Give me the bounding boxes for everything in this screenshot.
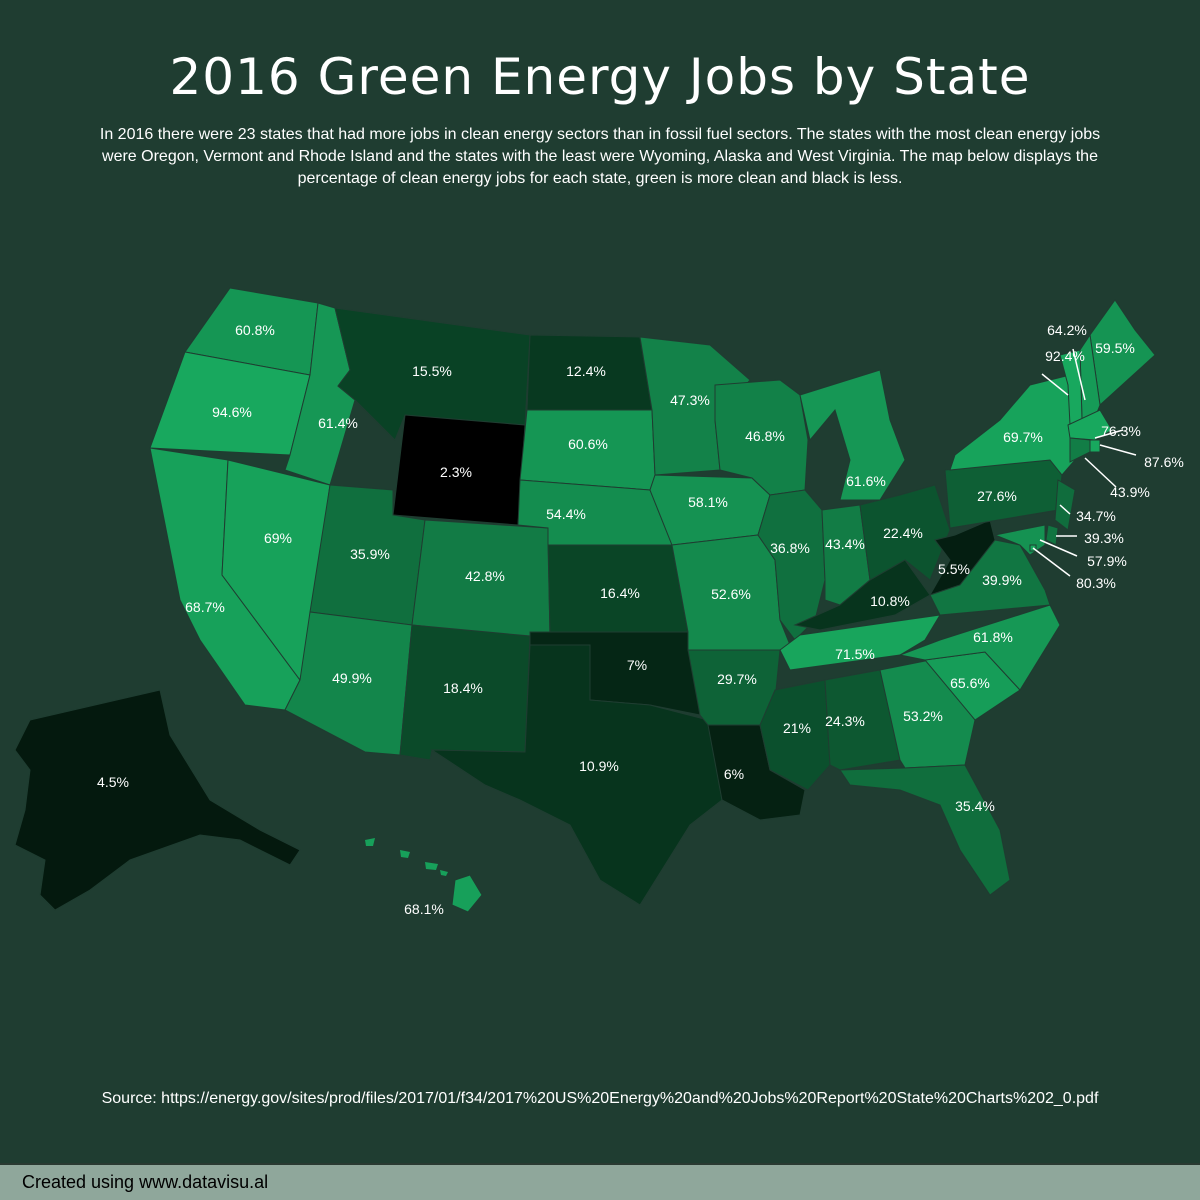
label-ms: 21%: [783, 720, 811, 736]
state-hi-island: [425, 862, 438, 870]
state-tn: [779, 614, 941, 671]
leader-line-ma: [1094, 429, 1124, 439]
leader-line-nj: [1059, 504, 1071, 515]
label-ne: 54.4%: [546, 506, 586, 522]
state-ia: [649, 474, 771, 546]
state-hi-island: [440, 870, 448, 876]
label-tx: 10.9%: [579, 758, 619, 774]
label-wi: 46.8%: [745, 428, 785, 444]
label-ok: 7%: [627, 657, 647, 673]
label-wa: 60.8%: [235, 322, 275, 338]
state-ky: [793, 559, 931, 631]
state-tx: [430, 644, 723, 906]
label-sc: 65.6%: [950, 675, 990, 691]
label-ga: 53.2%: [903, 708, 943, 724]
label-ky: 10.8%: [870, 593, 910, 609]
state-hi-island: [365, 838, 375, 846]
label-ma: 76.3%: [1101, 423, 1141, 439]
state-de: [1045, 524, 1059, 546]
label-wv: 5.5%: [938, 561, 970, 577]
state-value-labels: 60.8% 94.6% 68.7% 61.4% 69% 15.5% 2.3% 35.9% 49.…: [97, 322, 1184, 917]
label-mo: 52.6%: [711, 586, 751, 602]
leader-line-md: [1039, 539, 1078, 557]
state-fl: [839, 764, 1011, 896]
label-nv: 69%: [264, 530, 292, 546]
label-nd: 12.4%: [566, 363, 606, 379]
state-nj: [1054, 479, 1076, 531]
label-mt: 15.5%: [412, 363, 452, 379]
state-al: [824, 669, 901, 771]
label-dc: 80.3%: [1076, 575, 1116, 591]
label-nc: 61.8%: [973, 629, 1013, 645]
state-nc: [898, 604, 1061, 691]
state-oh: [859, 484, 951, 581]
label-id: 61.4%: [318, 415, 358, 431]
label-az: 49.9%: [332, 670, 372, 686]
label-il: 36.8%: [770, 540, 810, 556]
label-mi: 61.6%: [846, 473, 886, 489]
label-nh: 64.2%: [1047, 322, 1087, 338]
state-hi-island: [400, 850, 410, 858]
label-ca: 68.7%: [185, 599, 225, 615]
footer-bar: Created using www.datavisu.al: [0, 1163, 1200, 1200]
state-hi: [451, 874, 483, 913]
label-va: 39.9%: [982, 572, 1022, 588]
label-in: 43.4%: [825, 536, 865, 552]
label-ks: 16.4%: [600, 585, 640, 601]
state-ct: [1069, 437, 1091, 463]
states-layer: [14, 287, 1156, 913]
source-citation: Source: https://energy.gov/sites/prod/fi…: [101, 1090, 1099, 1107]
label-ct: 43.9%: [1110, 484, 1150, 500]
state-mi: [799, 369, 906, 501]
label-al: 24.3%: [825, 713, 865, 729]
label-de: 39.3%: [1084, 530, 1124, 546]
state-il: [757, 489, 826, 641]
label-hi: 68.1%: [404, 901, 444, 917]
label-vt: 92.4%: [1045, 348, 1085, 364]
label-wy: 2.3%: [440, 464, 472, 480]
label-ut: 35.9%: [350, 546, 390, 562]
leader-line-ri: [1099, 444, 1137, 456]
label-leader-lines: [1032, 348, 1137, 577]
state-va: [929, 539, 1051, 616]
leader-line-ct: [1084, 457, 1117, 488]
label-md: 57.9%: [1087, 553, 1127, 569]
state-ak: [14, 689, 301, 911]
page-subtitle: In 2016 there were 23 states that had mo…: [99, 126, 1101, 187]
label-pa: 27.6%: [977, 488, 1017, 504]
label-ri: 87.6%: [1144, 454, 1184, 470]
label-ar: 29.7%: [717, 671, 757, 687]
label-or: 94.6%: [212, 404, 252, 420]
footer-credit: Created using www.datavisu.al: [22, 1172, 269, 1192]
label-me: 59.5%: [1095, 340, 1135, 356]
label-mn: 47.3%: [670, 392, 710, 408]
label-fl: 35.4%: [955, 798, 995, 814]
leader-line-nh: [1072, 348, 1086, 401]
label-nj: 34.7%: [1076, 508, 1116, 524]
label-oh: 22.4%: [883, 525, 923, 541]
label-ia: 58.1%: [688, 494, 728, 510]
label-sd: 60.6%: [568, 436, 608, 452]
label-la: 6%: [724, 766, 744, 782]
label-co: 42.8%: [465, 568, 505, 584]
leader-line-dc: [1032, 547, 1071, 577]
state-ri: [1089, 439, 1101, 453]
label-ak: 4.5%: [97, 774, 129, 790]
state-ny: [949, 374, 1081, 476]
page-title: 2016 Green Energy Jobs by State: [169, 48, 1031, 106]
leader-line-vt: [1041, 373, 1069, 396]
label-tn: 71.5%: [835, 646, 875, 662]
label-ny: 69.7%: [1003, 429, 1043, 445]
label-nm: 18.4%: [443, 680, 483, 696]
